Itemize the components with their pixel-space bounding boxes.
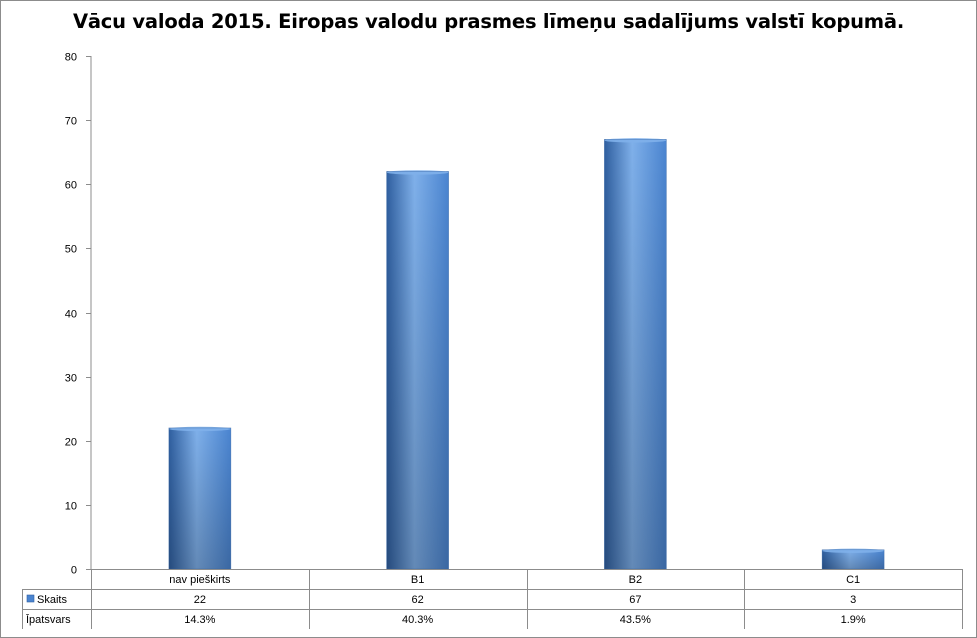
bar-shade [604,139,667,570]
bar-shade [822,549,885,569]
data-label: 40.3% [402,614,433,626]
bar-shade [386,171,449,570]
chart-title: Vācu valoda 2015. Eiropas valodu prasmes… [72,10,905,33]
bar-top [386,170,449,175]
y-tick-label: 60 [65,180,77,192]
y-tick-label: 30 [65,373,77,385]
bar-nav-pieškirts [168,426,232,570]
category-label: C1 [846,574,860,586]
data-label: 67 [629,594,641,606]
bar-B2 [604,138,667,570]
data-label: 22 [194,594,206,606]
bar-B1 [386,170,449,570]
y-tick-label: 0 [71,565,77,577]
y-tick-label: 80 [65,52,77,64]
y-tick-label: 50 [65,244,77,256]
axis-layer: 0 10 20 30 40 50 60 70 80 [65,52,92,577]
data-table: nav pieškirts B1 B2 C1 Skaits 22 62 67 3 Īpatsvar… [22,569,963,629]
row-label: Skaits [37,594,67,606]
data-label: 1.9% [841,614,866,626]
category-label: nav pieškirts [169,574,231,586]
legend-key [26,594,35,603]
category-label: B1 [411,574,424,586]
data-label: 14.3% [184,614,215,626]
data-label: 62 [412,594,424,606]
bar-top [604,138,667,143]
y-tick-label: 40 [65,309,77,321]
data-label: 3 [850,594,856,606]
category-label: B2 [629,574,642,586]
y-tick-label: 20 [65,437,77,449]
data-label: 43.5% [620,614,651,626]
bar-C1 [821,548,885,570]
bar-shade [168,427,231,569]
bars-layer [168,138,885,570]
bar-top [822,548,885,553]
bar-top [168,426,231,432]
y-tick-label: 70 [65,116,77,128]
y-tick-label: 10 [65,501,77,513]
row-label: Īpatsvars [26,614,71,626]
